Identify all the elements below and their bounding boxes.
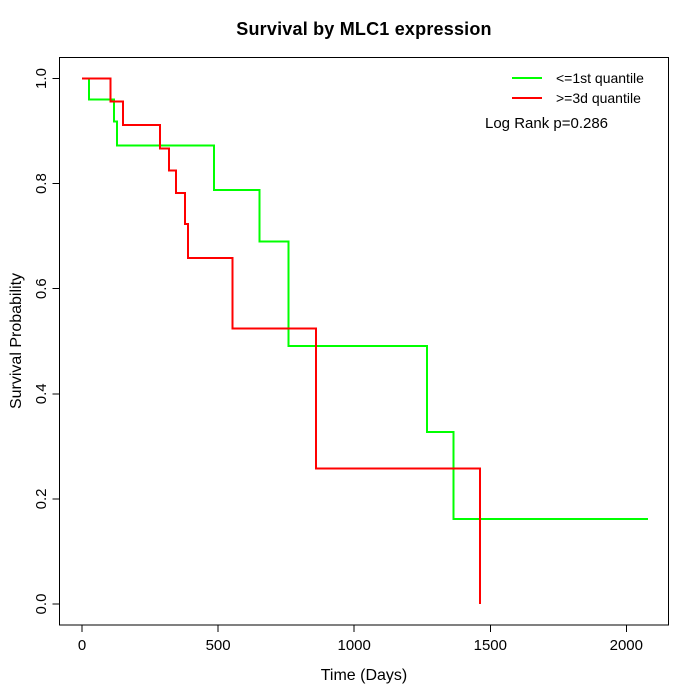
survival-curve-low-expression — [82, 77, 649, 520]
legend-item-high-expression: >=3d quantile — [485, 88, 644, 108]
y-axis-title: Survival Probability — [8, 272, 25, 410]
survival-curve-high-expression — [82, 77, 482, 604]
y-axis-tick-label: 0.6 — [33, 278, 50, 299]
plot-box — [59, 57, 669, 626]
chart-title: Survival by MLC1 expression — [236, 19, 492, 39]
legend-line-swatch-red — [512, 97, 542, 99]
legend: <=1st quantile >=3d quantile Log Rank p=… — [485, 68, 644, 132]
x-axis-tick-label: 1500 — [474, 637, 507, 654]
y-axis-tick-label: 0.0 — [33, 594, 50, 615]
x-axis-tick-label: 500 — [206, 637, 231, 654]
y-axis-tick-label: 1.0 — [33, 68, 50, 89]
x-axis-tick-label: 2000 — [610, 637, 643, 654]
legend-label-low-expression: <=1st quantile — [556, 70, 644, 86]
x-axis-tick-label: 1000 — [338, 637, 371, 654]
legend-line-swatch-green — [512, 77, 542, 79]
x-axis-title: Time (Days) — [320, 667, 408, 684]
log-rank-annotation: Log Rank p=0.286 — [485, 115, 609, 132]
y-axis-tick-label: 0.8 — [33, 173, 50, 194]
y-axis-tick-label: 0.4 — [33, 383, 50, 404]
legend-label-high-expression: >=3d quantile — [556, 90, 641, 106]
x-axis-tick-label: 0 — [78, 637, 86, 654]
legend-item-low-expression: <=1st quantile — [485, 68, 644, 88]
y-axis-tick-label: 0.2 — [33, 488, 50, 509]
